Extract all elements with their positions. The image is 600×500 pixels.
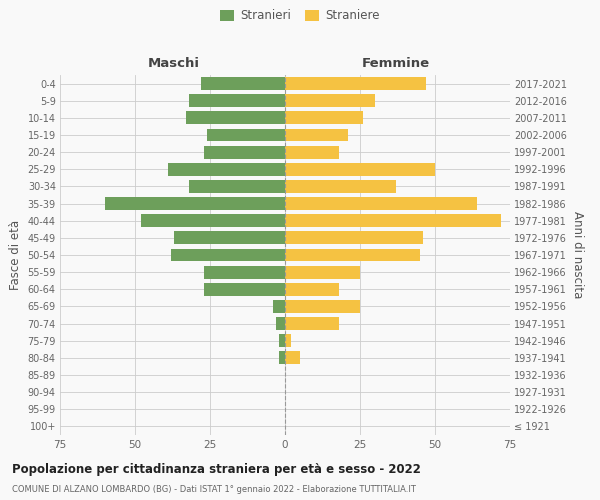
Y-axis label: Anni di nascita: Anni di nascita [571,212,584,298]
Bar [189,94,285,107]
Bar [273,300,285,313]
Bar [204,266,285,278]
Bar [285,334,291,347]
Bar [204,146,285,158]
Text: Popolazione per cittadinanza straniera per età e sesso - 2022: Popolazione per cittadinanza straniera p… [12,462,421,475]
Bar [279,352,285,364]
Text: COMUNE DI ALZANO LOMBARDO (BG) - Dati ISTAT 1° gennaio 2022 - Elaborazione TUTTI: COMUNE DI ALZANO LOMBARDO (BG) - Dati IS… [12,485,416,494]
Bar [285,128,348,141]
Bar [285,77,426,90]
Bar [285,232,423,244]
Bar [285,146,339,158]
Bar [285,94,375,107]
Bar [207,128,285,141]
Bar [285,266,360,278]
Bar [189,180,285,193]
Bar [276,317,285,330]
Bar [168,163,285,175]
Text: Femmine: Femmine [362,57,430,70]
Bar [285,197,477,210]
Bar [285,180,396,193]
Bar [201,77,285,90]
Bar [105,197,285,210]
Bar [279,334,285,347]
Bar [204,283,285,296]
Bar [285,248,420,262]
Bar [285,300,360,313]
Text: Maschi: Maschi [148,57,200,70]
Bar [285,214,501,227]
Bar [285,283,339,296]
Bar [171,248,285,262]
Bar [285,317,339,330]
Legend: Stranieri, Straniere: Stranieri, Straniere [217,6,383,26]
Bar [285,352,300,364]
Bar [186,112,285,124]
Bar [174,232,285,244]
Y-axis label: Fasce di età: Fasce di età [9,220,22,290]
Bar [285,112,363,124]
Bar [285,163,435,175]
Bar [141,214,285,227]
